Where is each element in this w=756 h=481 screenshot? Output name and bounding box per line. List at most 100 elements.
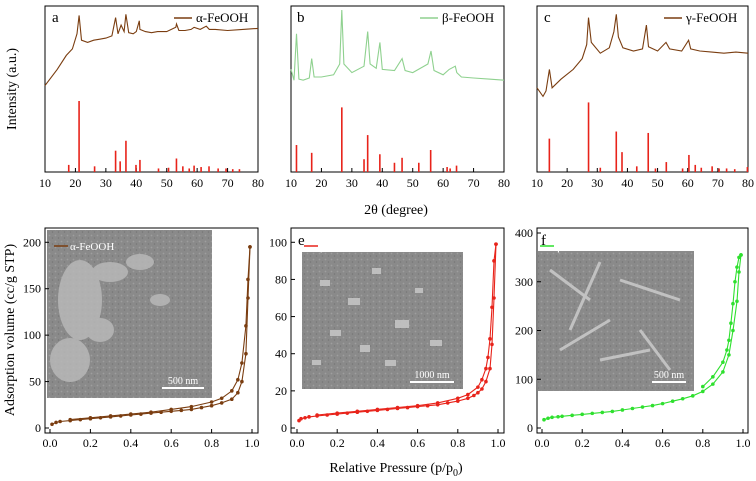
panel-f-desorption-point-7 — [725, 348, 729, 352]
panel-f-adsorption-point-1 — [546, 416, 550, 421]
panel-e-adsorption-point-11 — [385, 407, 390, 412]
panel-f-adsorption-point-12 — [640, 405, 645, 409]
panel-f-ytick-label-2: 200 — [515, 324, 533, 338]
panel-e-markers — [297, 242, 498, 423]
panel-f-xtick-label-0: 0.0 — [535, 436, 550, 450]
relative-pressure-axis-end: ) — [458, 461, 463, 476]
panel-b-xtick-label-2: 30 — [346, 176, 358, 190]
panel-e-ticks: 0.0 0.2 0.4 0.6 0.8 1.0 0 20 40 60 80 100 — [269, 235, 506, 450]
panel-e-desorption-point-13 — [375, 407, 380, 412]
panel-e-ytick-label-4: 80 — [275, 272, 287, 286]
panel-e-adsorption-point-18 — [456, 399, 460, 403]
panel-d-adsorption-point-15 — [189, 407, 194, 412]
panel-e-xtick-label-3: 0.6 — [410, 436, 425, 450]
panel-a-xtick-label-5: 60 — [191, 176, 203, 190]
panel-f-adsorption-point-23 — [735, 299, 739, 304]
panel-e-desorption-point-0 — [494, 242, 498, 246]
panel-f: f 500 nm 0.0 0.2 0.4 0.6 0.8 1.0 0 100 200 300 400… — [515, 226, 751, 450]
panel-a: a 10 20 30 40 50 60 70 80 α-FeOOH — [39, 5, 264, 190]
panel-d-xtick-label-1: 0.2 — [83, 436, 98, 450]
panel-f-adsorption-point-8 — [600, 410, 605, 415]
panel-d-desorption-point-14 — [68, 417, 72, 422]
panel-d-desorption-point-13 — [88, 415, 93, 420]
panel-c-xtick-label-6: 70 — [712, 176, 724, 190]
panel-f-adsorption-point-21 — [727, 353, 731, 357]
panel-e-desorption-point-10 — [435, 401, 440, 405]
panel-c-pattern-line — [536, 14, 749, 98]
panel-e-sem-particles — [312, 268, 442, 366]
panel-e-adsorption-point-17 — [445, 401, 450, 405]
panel-e-desorption-point-2 — [490, 305, 494, 310]
panel-f-adsorption-point-0 — [542, 417, 546, 422]
panel-f-legend: γ-FeOOH — [555, 241, 599, 253]
panel-e-adsorption-point-19 — [466, 396, 470, 401]
panel-d-desorption-point-0 — [248, 245, 252, 249]
panel-d-adsorption-point-18 — [219, 401, 224, 405]
panel-e-adsorption-point-9 — [365, 409, 370, 414]
panel-a-xtick-label-4: 50 — [161, 176, 173, 190]
panel-d-desorption-point-11 — [129, 412, 133, 416]
panel-f-adsorption-point-20 — [721, 370, 725, 374]
panel-e-adsorption-point-1 — [299, 416, 303, 421]
panel-e-xtick-label-2: 0.4 — [370, 436, 385, 450]
two-theta-axis-title: 2θ (degree) — [364, 203, 428, 218]
panel-e-ytick-label-2: 40 — [275, 347, 287, 361]
panel-b-xtick-label-0: 10 — [285, 176, 297, 190]
panel-d-adsorption-point-6 — [98, 415, 103, 420]
panel-f-xtick-label-2: 0.4 — [615, 436, 630, 450]
panel-f-adsorption-point-6 — [580, 412, 584, 417]
panel-c-xtick-label-1: 20 — [561, 176, 573, 190]
panel-e-adsorption-point-23 — [484, 379, 488, 384]
panel-e-adsorption-point-20 — [472, 393, 476, 398]
panel-b-ticks: 10 20 30 40 50 60 70 80 — [285, 168, 510, 190]
panel-b: b 10 20 30 40 50 60 70 80 β-FeOOH — [285, 5, 510, 190]
panel-f-adsorption-point-19 — [711, 382, 715, 386]
panel-d: d 500 nm 0.00.20.40.60.81.0050100150200 … — [23, 227, 260, 450]
panel-e-xtick-label-4: 0.8 — [450, 436, 465, 450]
panel-a-letter: a — [52, 10, 59, 26]
panel-d-desorption-point-12 — [108, 414, 113, 418]
panel-f-adsorption-point-18 — [701, 389, 705, 394]
panel-d-desorption-point-5 — [230, 389, 234, 393]
panel-e-adsorption-point-22 — [480, 387, 484, 391]
panel-d-xtick-label-0: 0.0 — [43, 436, 58, 450]
panel-e-desorption-point-1 — [492, 259, 496, 263]
panel-f-desorption-point-0 — [739, 253, 743, 257]
panel-d-adsorption-point-22 — [244, 351, 248, 356]
panel-f-adsorption-point-15 — [670, 399, 675, 403]
panel-e-frame — [290, 227, 505, 434]
panel-d-desorption-point-9 — [169, 407, 173, 412]
panel-e-desorption-point-3 — [488, 337, 492, 341]
panel-b-xtick-label-7: 80 — [498, 176, 510, 190]
panel-f-desorption-point-9 — [711, 375, 715, 379]
panel-e-desorption-point-9 — [456, 396, 460, 401]
relative-pressure-axis-sub: 0 — [453, 468, 458, 479]
relative-pressure-axis-title: Relative Pressure (p/p0) — [329, 461, 463, 479]
panel-d-ytick-label-3: 150 — [23, 282, 41, 296]
panel-d-scale-label: 500 nm — [168, 376, 199, 387]
panel-c-frame — [536, 5, 749, 173]
panel-e-xtick-label-0: 0.0 — [290, 436, 305, 450]
panel-c-xtick-label-3: 40 — [621, 176, 633, 190]
panel-e-xtick-label-1: 0.2 — [330, 436, 345, 450]
panel-f-xtick-label-1: 0.2 — [575, 436, 590, 450]
panel-f-xtick-label-4: 0.8 — [695, 436, 710, 450]
panel-e-desorption-point-8 — [466, 392, 470, 397]
panel-f-letter: f — [541, 233, 546, 249]
panel-f-desorption-point-2 — [735, 265, 739, 269]
panel-e-adsorption-point-15 — [425, 403, 430, 408]
panel-f-ytick-label-4: 400 — [515, 226, 533, 240]
panel-c-letter: c — [544, 10, 551, 26]
panel-f-adsorption-point-10 — [620, 408, 625, 412]
panel-e-desorption-point-4 — [486, 355, 490, 360]
panel-b-xtick-label-6: 70 — [468, 176, 480, 190]
panel-e: e 1000 nm 0.0 0.2 0.4 0.6 0.8 1.0 0 20 40 60 80 100… — [269, 227, 506, 450]
panel-e-desorption-point-7 — [476, 385, 480, 389]
panel-d-adsorption-point-20 — [236, 390, 240, 395]
panel-d-legend: α-FeOOH — [70, 241, 114, 253]
panel-b-pattern-line — [290, 9, 505, 81]
panel-d-ytick-label-4: 200 — [23, 235, 41, 249]
panel-d-ytick-label-1: 50 — [29, 375, 41, 389]
panel-f-adsorption-point-4 — [560, 414, 564, 419]
panel-d-desorption-point-7 — [209, 400, 214, 404]
